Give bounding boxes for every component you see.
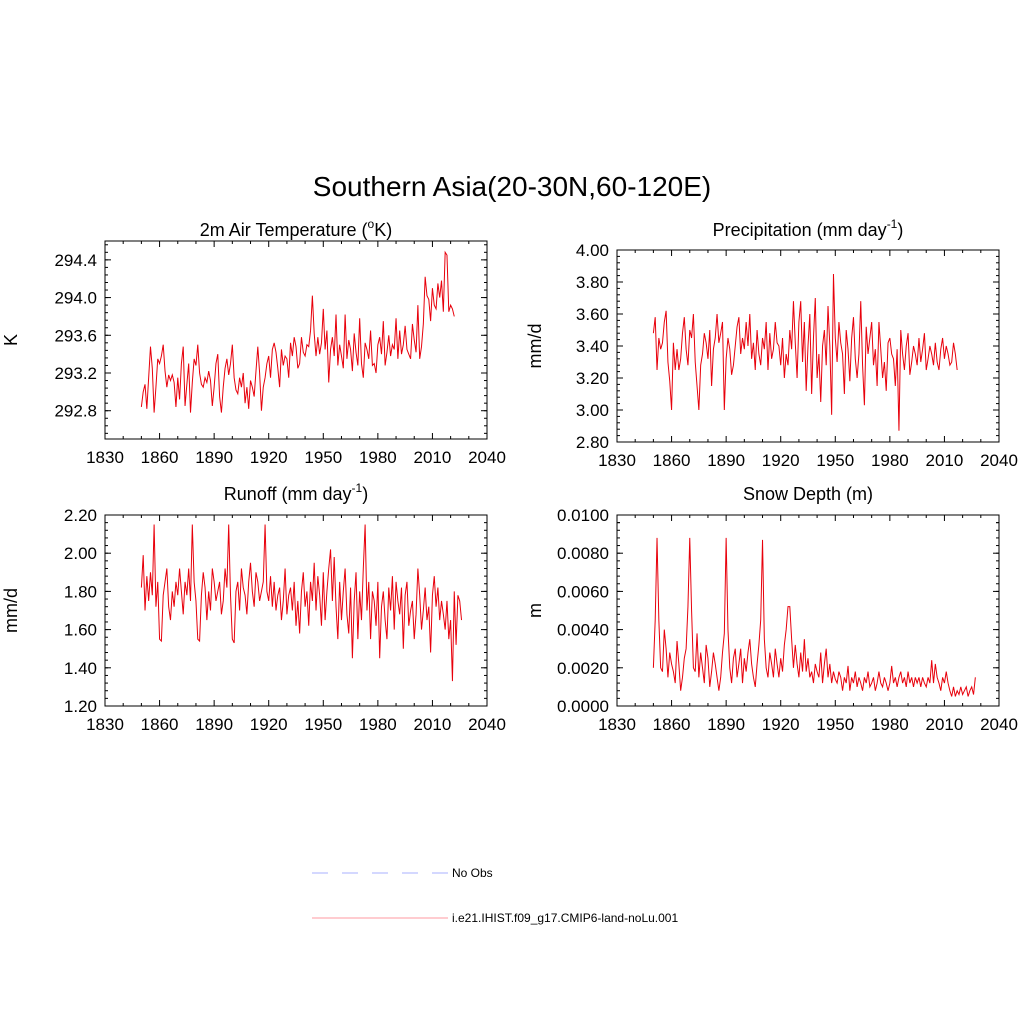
y-tick-label: 3.60: [576, 305, 609, 324]
legend-label: No Obs: [452, 866, 493, 880]
plot-frame: [104, 240, 488, 440]
x-tick-label: 1830: [86, 715, 124, 734]
x-tick-label: 2040: [980, 451, 1018, 470]
x-tick-label: 1980: [359, 715, 397, 734]
x-tick-label: 1860: [653, 451, 691, 470]
x-tick-label: 1920: [762, 715, 800, 734]
x-tick-label: 2010: [926, 451, 964, 470]
y-tick-label: 293.6: [54, 326, 97, 345]
panel-runoff: 1830 1860 1890 1920 1950 1980 2010 2040 1.20 1.40…: [1, 481, 506, 734]
legend-item: No Obs: [312, 866, 493, 880]
y-tick-label: 293.2: [54, 364, 97, 383]
y-tick-label: 0.0000: [557, 697, 609, 716]
x-tick-label: 1890: [707, 451, 745, 470]
x-tick-label: 1920: [762, 451, 800, 470]
figure-title: Southern Asia(20-30N,60-120E): [313, 171, 711, 202]
y-tick-label: 3.00: [576, 401, 609, 420]
x-tick-label: 1860: [653, 715, 691, 734]
y-tick-label: 0.0060: [557, 582, 609, 601]
x-tick-label: 1980: [359, 448, 397, 467]
x-tick-label: 1830: [598, 451, 636, 470]
x-tick-label: 1920: [250, 448, 288, 467]
y-axis-label: mm/d: [1, 588, 21, 633]
series-line-runoff: [140, 524, 463, 682]
y-tick-label: 0.0020: [557, 659, 609, 678]
x-tick-label: 1980: [871, 715, 909, 734]
y-tick-label: 0.0040: [557, 621, 609, 640]
panel-temperature: 1830 1860 1890 1920 1950 1980 2010 2040 292.8 293…: [1, 217, 506, 467]
y-tick-label: 294.4: [54, 251, 97, 270]
plot-frame: [104, 514, 488, 707]
x-tick-label: 2010: [414, 715, 452, 734]
panel-title: Runoff (mm day-1): [224, 481, 368, 504]
series-line-precipitation: [652, 273, 958, 431]
panel-title: 2m Air Temperature (oK): [200, 217, 392, 240]
x-tick-label: 2040: [980, 715, 1018, 734]
x-tick-label: 2040: [468, 448, 506, 467]
y-tick-label: 1.60: [64, 621, 97, 640]
legend: No Obs i.e21.IHIST.f09_g17.CMIP6-land-noL…: [312, 866, 678, 925]
y-tick-label: 2.00: [64, 544, 97, 563]
y-tick-label: 294.0: [54, 289, 97, 308]
y-tick-label: 0.0100: [557, 506, 609, 525]
panel-title: Snow Depth (m): [743, 484, 873, 504]
y-tick-label: 3.80: [576, 273, 609, 292]
x-tick-label: 2040: [468, 715, 506, 734]
plot-frame: [616, 514, 1000, 707]
y-axis-label: m: [525, 603, 545, 618]
x-tick-label: 2010: [414, 448, 452, 467]
y-axis-label: mm/d: [525, 324, 545, 369]
x-tick-label: 1950: [304, 715, 342, 734]
x-tick-label: 1890: [195, 715, 233, 734]
legend-label: i.e21.IHIST.f09_g17.CMIP6-land-noLu.001: [452, 911, 678, 925]
y-tick-label: 0.0080: [557, 544, 609, 563]
y-tick-label: 2.80: [576, 433, 609, 452]
y-tick-label: 3.40: [576, 337, 609, 356]
panel-precipitation: 1830 1860 1890 1920 1950 1980 2010 2040 2.80 3.00…: [525, 217, 1018, 470]
panel-snow-depth: 1830 1860 1890 1920 1950 1980 2010 2040 0.0000 0.…: [525, 484, 1018, 734]
x-tick-label: 1950: [816, 715, 854, 734]
y-tick-label: 1.20: [64, 697, 97, 716]
y-tick-label: 1.40: [64, 659, 97, 678]
legend-item: i.e21.IHIST.f09_g17.CMIP6-land-noLu.001: [312, 911, 678, 925]
x-tick-label: 2010: [926, 715, 964, 734]
y-tick-label: 292.8: [54, 402, 97, 421]
x-tick-label: 1830: [598, 715, 636, 734]
x-tick-label: 1920: [250, 715, 288, 734]
x-tick-label: 1950: [304, 448, 342, 467]
x-tick-label: 1950: [816, 451, 854, 470]
panel-title: Precipitation (mm day-1): [713, 217, 904, 240]
panels-group: 1830 1860 1890 1920 1950 1980 2010 2040 292.8 293…: [1, 217, 1018, 734]
x-tick-label: 1830: [86, 448, 124, 467]
y-tick-label: 3.20: [576, 369, 609, 388]
y-tick-label: 2.20: [64, 506, 97, 525]
y-tick-label: 1.80: [64, 582, 97, 601]
series-line-temperature: [140, 250, 455, 413]
y-tick-label: 4.00: [576, 241, 609, 260]
x-tick-label: 1890: [707, 715, 745, 734]
x-tick-label: 1860: [141, 448, 179, 467]
series-line-snow-depth: [652, 537, 976, 697]
y-axis-label: K: [1, 334, 21, 346]
x-tick-label: 1860: [141, 715, 179, 734]
x-tick-label: 1980: [871, 451, 909, 470]
x-tick-label: 1890: [195, 448, 233, 467]
